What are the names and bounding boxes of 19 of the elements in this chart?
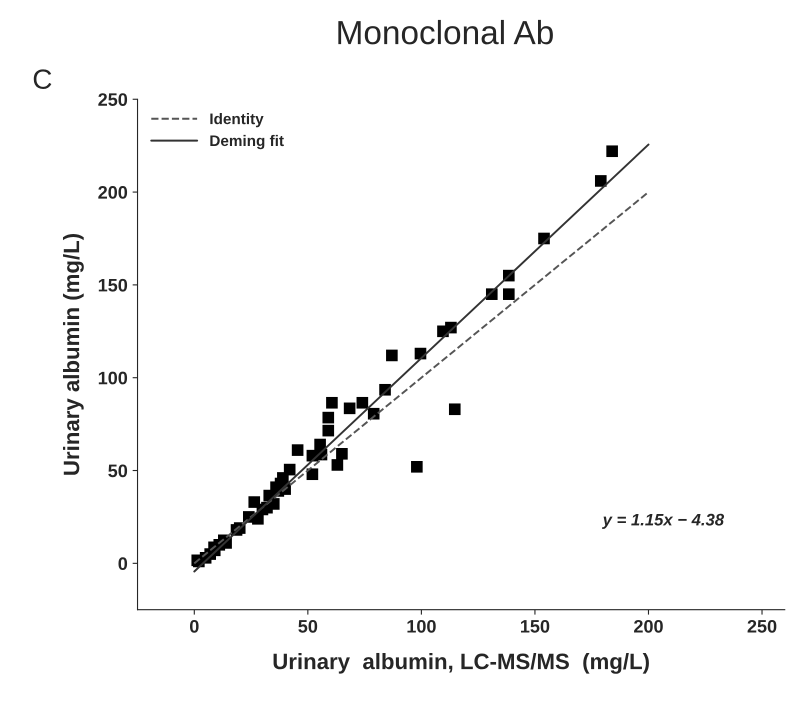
legend-label: Identity bbox=[210, 113, 264, 128]
x-tick-label: 150 bbox=[521, 620, 550, 633]
y-axis-title: Urinary albumin (mg/L) bbox=[62, 234, 84, 475]
y-tick-label: 250 bbox=[98, 93, 128, 106]
y-tick-label: 150 bbox=[98, 278, 128, 292]
annotation: y = 1.15x − 4.38 bbox=[602, 514, 724, 529]
y-tick-label: 0 bbox=[118, 557, 128, 570]
x-tick-label: 100 bbox=[407, 620, 436, 633]
x-axis-title: Urinary albumin, LC-MS/MS (mg/L) bbox=[274, 652, 649, 674]
x-tick-label: 50 bbox=[298, 620, 318, 633]
x-tick-label: 200 bbox=[634, 620, 663, 633]
x-tick-label: 250 bbox=[748, 620, 776, 633]
y-tick-label: 50 bbox=[108, 464, 128, 478]
chart-title: Monoclonal Ab bbox=[338, 20, 553, 44]
x-tick-label: 0 bbox=[190, 620, 199, 633]
text: C bbox=[34, 69, 52, 89]
y-tick-label: 200 bbox=[98, 186, 128, 199]
y-tick-label: 100 bbox=[98, 372, 128, 384]
legend-label: Deming fit bbox=[210, 134, 284, 150]
